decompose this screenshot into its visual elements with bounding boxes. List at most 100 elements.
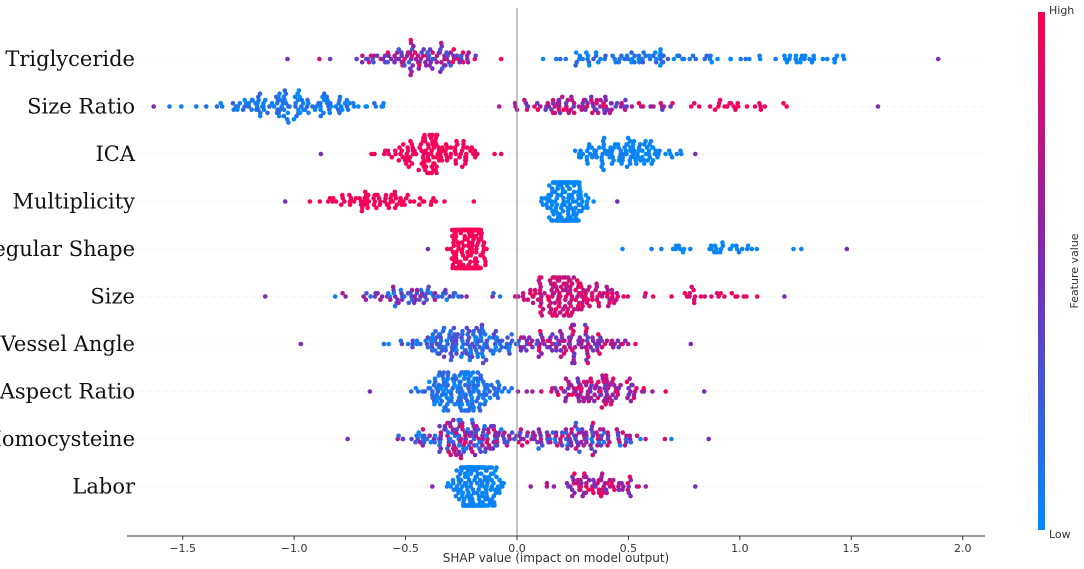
data-point	[374, 205, 379, 211]
data-point	[194, 104, 199, 109]
data-point	[714, 291, 720, 296]
data-point	[584, 484, 589, 489]
data-point	[678, 148, 683, 154]
data-point	[454, 348, 459, 353]
data-point	[532, 104, 537, 109]
data-point	[623, 338, 628, 344]
data-point	[397, 145, 402, 150]
data-point	[553, 56, 559, 62]
feature-label: Vessel Angle	[0, 332, 135, 356]
data-point	[473, 233, 479, 239]
data-point	[619, 53, 624, 59]
data-point	[807, 56, 812, 62]
data-point	[454, 468, 460, 473]
data-point	[578, 281, 583, 287]
data-point	[548, 439, 553, 445]
data-point	[428, 439, 434, 445]
data-point	[651, 104, 656, 109]
data-point	[539, 351, 544, 356]
data-point	[494, 474, 499, 480]
data-point	[525, 104, 531, 109]
data-point	[372, 101, 377, 106]
data-point	[490, 351, 496, 356]
data-point	[475, 354, 481, 360]
data-point	[689, 284, 694, 290]
data-point	[453, 493, 459, 499]
dots-layer	[151, 37, 941, 508]
data-point	[554, 348, 559, 353]
data-point	[440, 145, 445, 150]
data-point	[757, 101, 762, 106]
data-point	[459, 294, 464, 299]
data-point	[444, 297, 450, 303]
data-point	[261, 107, 267, 112]
data-point	[458, 379, 463, 385]
data-point	[421, 439, 427, 445]
data-point	[799, 246, 804, 252]
data-point	[646, 53, 652, 59]
data-point	[321, 110, 326, 116]
data-point	[516, 338, 521, 344]
data-point	[661, 53, 666, 59]
data-point	[730, 243, 735, 249]
data-point	[568, 205, 574, 211]
data-point	[430, 132, 435, 138]
data-point	[754, 246, 760, 252]
data-point	[605, 107, 610, 112]
data-point	[409, 161, 415, 166]
data-point	[463, 439, 468, 445]
data-point	[840, 53, 846, 59]
data-point	[464, 493, 470, 499]
data-point	[392, 205, 398, 211]
data-point	[601, 167, 606, 173]
data-point	[558, 218, 563, 223]
data-point	[432, 402, 437, 407]
data-point	[474, 423, 479, 429]
data-point	[456, 497, 462, 502]
data-point	[415, 389, 421, 394]
data-point	[406, 300, 412, 306]
data-point	[257, 113, 263, 119]
data-point	[475, 151, 480, 157]
data-point	[495, 395, 501, 401]
data-point	[547, 278, 553, 283]
data-point	[445, 376, 451, 382]
data-point	[625, 135, 631, 141]
data-point	[650, 158, 656, 163]
data-point	[399, 148, 405, 154]
data-point	[496, 104, 502, 109]
data-point	[600, 427, 606, 432]
data-point	[738, 56, 743, 62]
data-point	[602, 341, 608, 347]
data-point	[687, 56, 692, 62]
data-point	[542, 291, 547, 296]
data-point	[428, 202, 434, 207]
data-point	[333, 104, 339, 109]
data-point	[449, 398, 454, 404]
data-point	[630, 382, 635, 388]
data-point	[432, 161, 437, 166]
data-point	[458, 259, 463, 265]
data-point	[571, 101, 577, 106]
data-point	[563, 348, 569, 353]
data-point	[374, 53, 380, 59]
data-point	[575, 376, 580, 382]
data-point	[568, 107, 574, 112]
data-point	[463, 256, 469, 261]
data-point	[460, 164, 465, 170]
data-point	[578, 148, 583, 154]
data-point	[460, 253, 466, 258]
data-point	[435, 294, 441, 299]
data-point	[493, 490, 499, 496]
data-point	[589, 97, 594, 103]
data-point	[653, 148, 659, 154]
data-point	[590, 110, 595, 116]
data-point	[424, 436, 430, 442]
data-point	[605, 291, 610, 296]
data-point	[604, 490, 609, 496]
data-point	[553, 430, 559, 435]
data-point	[584, 154, 590, 160]
data-point	[403, 161, 409, 166]
data-point	[791, 246, 796, 252]
data-point	[614, 297, 619, 303]
